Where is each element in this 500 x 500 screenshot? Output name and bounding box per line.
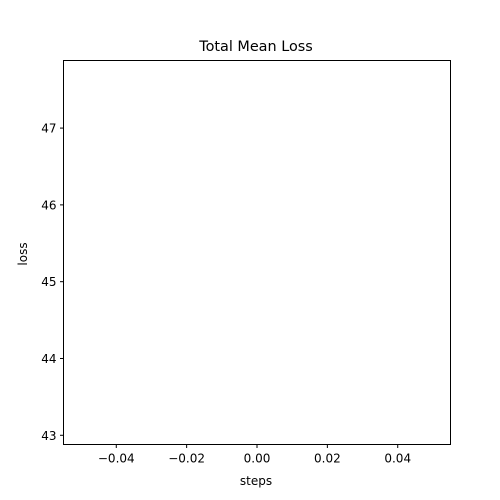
plot-frame <box>63 60 451 445</box>
x-tick-label: 0.00 <box>244 452 271 466</box>
y-tick-label: 43 <box>41 429 56 443</box>
y-tick-label: 47 <box>41 122 56 136</box>
y-axis-label: loss <box>16 242 30 265</box>
x-tick-label: 0.04 <box>384 452 411 466</box>
x-tick-label: −0.04 <box>98 452 135 466</box>
chart-title: Total Mean Loss <box>198 39 313 55</box>
x-tick-label: −0.02 <box>168 452 205 466</box>
y-tick-label: 44 <box>41 352 56 366</box>
x-tick-label: 0.02 <box>314 452 341 466</box>
y-tick-label: 45 <box>41 275 56 289</box>
y-tick-label: 46 <box>41 198 56 212</box>
x-axis-label: steps <box>240 474 272 488</box>
y-axis-ticks: 43 44 45 46 47 <box>41 122 64 443</box>
x-axis-ticks: −0.04 −0.02 0.00 0.02 0.04 <box>98 444 411 466</box>
